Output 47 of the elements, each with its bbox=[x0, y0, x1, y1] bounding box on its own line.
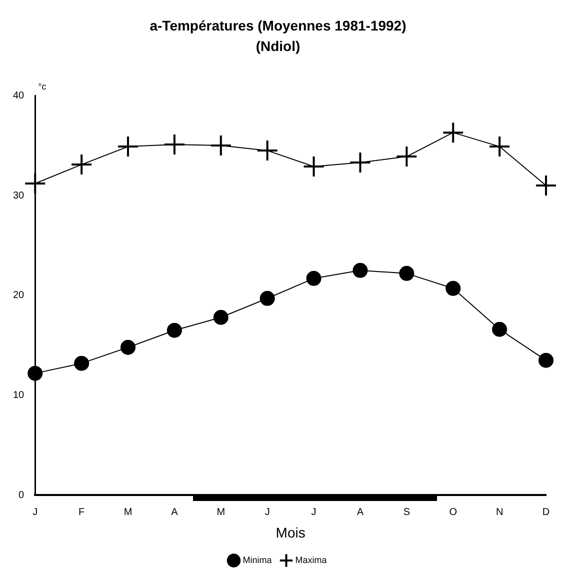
point bbox=[442, 122, 464, 144]
point bbox=[163, 134, 186, 156]
point bbox=[302, 156, 325, 178]
y-tick-label: 20 bbox=[13, 290, 25, 302]
point bbox=[166, 322, 182, 338]
x-tick-label: J bbox=[264, 506, 270, 518]
point bbox=[210, 134, 232, 157]
point bbox=[446, 280, 461, 296]
point bbox=[399, 266, 414, 281]
x-tick-label: F bbox=[78, 506, 85, 518]
point bbox=[28, 366, 43, 381]
point bbox=[260, 290, 275, 306]
x-tick-label: S bbox=[403, 506, 410, 518]
x-axis-title: Mois bbox=[276, 524, 306, 540]
point bbox=[349, 152, 372, 174]
chart-title: a-Températures (Moyennes 1981-1992) bbox=[150, 17, 406, 34]
point bbox=[213, 310, 228, 325]
point bbox=[120, 340, 136, 355]
point bbox=[352, 262, 368, 278]
point bbox=[306, 270, 322, 286]
point bbox=[396, 146, 418, 168]
y-tick-label: 40 bbox=[13, 90, 25, 102]
y-tick-label: 0 bbox=[18, 490, 25, 501]
point bbox=[117, 136, 140, 158]
x-tick-label: O bbox=[449, 506, 458, 518]
y-axis-title: °c bbox=[38, 82, 47, 92]
point bbox=[492, 322, 508, 337]
point bbox=[535, 174, 557, 197]
x-tick-label: D bbox=[542, 506, 550, 518]
point bbox=[74, 356, 90, 371]
point bbox=[538, 352, 554, 368]
x-tick-label: M bbox=[124, 506, 132, 518]
x-tick-label: J bbox=[311, 506, 316, 518]
legend-label: Maxima bbox=[295, 554, 327, 565]
y-tick-label: 10 bbox=[13, 390, 25, 402]
point bbox=[488, 136, 511, 158]
point bbox=[256, 140, 278, 162]
point bbox=[24, 172, 46, 195]
y-tick-label: 30 bbox=[13, 190, 25, 202]
x-tick-label: N bbox=[496, 506, 504, 518]
x-tick-label: M bbox=[216, 506, 226, 518]
x-tick-label: J bbox=[32, 506, 38, 518]
x-tick-label: A bbox=[356, 506, 364, 518]
legend-label: Minima bbox=[242, 554, 272, 565]
chart-subtitle: (Ndiol) bbox=[256, 38, 300, 54]
point bbox=[70, 154, 93, 176]
x-tick-label: A bbox=[171, 506, 178, 518]
